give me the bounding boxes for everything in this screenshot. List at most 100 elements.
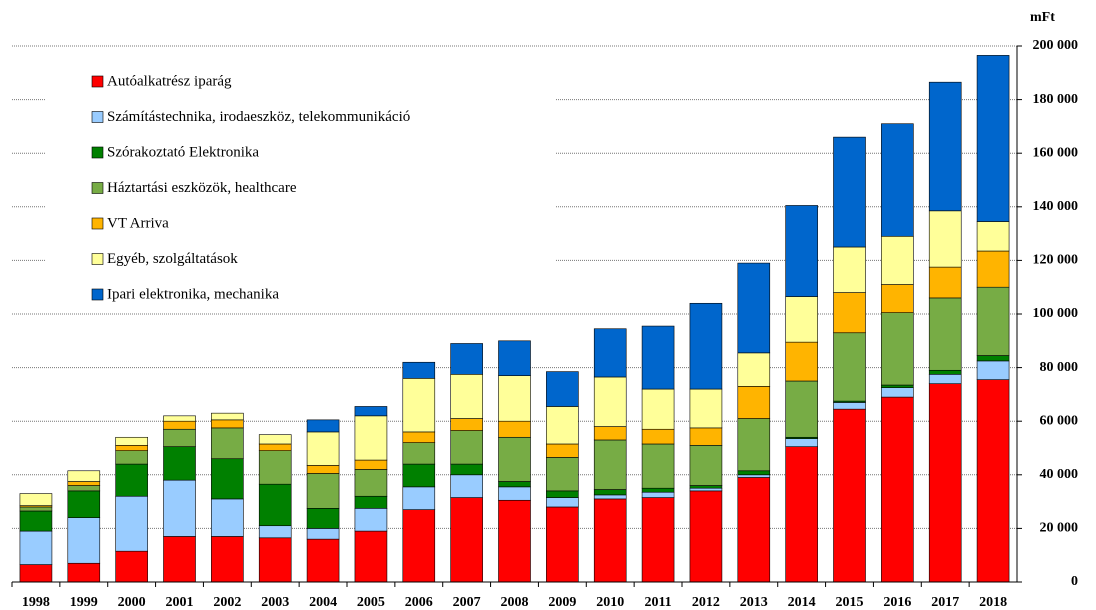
- bar-segment: [163, 536, 196, 583]
- y-tick-label: 40 000: [1040, 467, 1079, 482]
- bar-segment: [67, 562, 101, 583]
- bar-segment: [115, 450, 148, 465]
- y-tick-label: 160 000: [1033, 145, 1079, 160]
- x-tick-label: 2018: [979, 595, 1007, 610]
- bar-segment: [689, 485, 723, 489]
- y-tick-label: 0: [1071, 574, 1078, 589]
- y-tick-label: 180 000: [1033, 92, 1079, 107]
- bar-segment: [593, 489, 627, 496]
- bar-segment: [881, 284, 914, 313]
- bar-segment: [689, 445, 723, 486]
- bar-segment: [593, 439, 627, 490]
- bar-segment: [976, 55, 1010, 222]
- bar-segment: [19, 510, 53, 532]
- bar-segment: [498, 420, 531, 438]
- bar-segment: [546, 497, 579, 508]
- bar-segment: [19, 506, 53, 512]
- legend-swatch: [91, 111, 104, 123]
- x-tick-label: 2004: [309, 595, 337, 610]
- bar-segment: [67, 481, 101, 486]
- x-tick-label: 2013: [740, 595, 768, 610]
- bar-segment: [546, 371, 579, 407]
- bar-segment: [737, 418, 771, 472]
- bar-segment: [546, 443, 579, 458]
- bar-segment: [402, 509, 436, 583]
- legend-swatch: [91, 288, 104, 301]
- bar-segment: [450, 343, 483, 375]
- legend-swatch: [91, 146, 104, 159]
- bar-segment: [928, 266, 962, 299]
- bar-segment: [928, 81, 962, 212]
- legend-swatch: [91, 253, 104, 265]
- legend-label: Szórakoztató Elektronika: [107, 144, 259, 160]
- bar-segment: [641, 443, 675, 489]
- bar-segment: [354, 495, 388, 509]
- bar-segment: [163, 415, 196, 422]
- y-tick-label: 120 000: [1033, 253, 1079, 268]
- x-tick-label: 2012: [692, 595, 720, 610]
- bar-segment: [785, 341, 818, 382]
- bar-segment: [211, 412, 244, 421]
- bar-segment: [593, 494, 627, 500]
- x-tick-label: 1999: [70, 595, 98, 610]
- bar-segment: [689, 427, 723, 446]
- x-tick-label: 2011: [644, 595, 671, 610]
- bar-segment: [546, 457, 579, 492]
- bar-segment: [402, 463, 436, 488]
- bar-segment: [785, 446, 818, 583]
- bar-segment: [163, 420, 196, 430]
- bar-segment: [976, 221, 1010, 252]
- bar-segment: [833, 408, 866, 583]
- bar-segment: [306, 528, 340, 540]
- y-tick-label: 60 000: [1040, 413, 1079, 428]
- bar-segment: [306, 538, 340, 583]
- bar-segment: [976, 250, 1010, 288]
- bar-segment: [881, 396, 914, 583]
- bar-segment: [641, 491, 675, 498]
- bar-segment: [306, 465, 340, 474]
- bar-segment: [546, 506, 579, 583]
- bar-segment: [306, 419, 340, 433]
- x-tick-label: 2005: [357, 595, 385, 610]
- legend-swatch: [91, 182, 104, 194]
- y-tick-label: 100 000: [1033, 306, 1079, 321]
- bar-segment: [928, 373, 962, 384]
- bar-segment: [306, 507, 340, 529]
- bar-segment: [641, 428, 675, 445]
- bar-segment: [689, 388, 723, 429]
- bar-segment: [833, 136, 866, 248]
- bar-segment: [211, 419, 244, 429]
- x-tick-label: 2003: [261, 595, 289, 610]
- bar-segment: [306, 431, 340, 466]
- bar-segment: [593, 426, 627, 441]
- legend-label: VT Arriva: [107, 215, 169, 231]
- bar-segment: [163, 428, 196, 447]
- bar-segment: [881, 387, 914, 398]
- x-tick-label: 1998: [22, 595, 50, 610]
- bar-segment: [19, 493, 53, 506]
- bar-segment: [641, 497, 675, 583]
- bar-segment: [498, 486, 531, 501]
- bar-segment: [19, 530, 53, 565]
- bar-segment: [641, 325, 675, 390]
- bar-segment: [19, 564, 53, 583]
- legend-label: Háztartási eszközök, healthcare: [107, 180, 297, 196]
- bar-segment: [402, 431, 436, 443]
- bar-segment: [737, 474, 771, 478]
- x-tick-label: 2010: [596, 595, 624, 610]
- bar-segment: [450, 430, 483, 465]
- bar-segment: [641, 487, 675, 493]
- x-tick-label: 2000: [118, 595, 146, 610]
- bar-segment: [737, 470, 771, 476]
- bar-segment: [402, 442, 436, 465]
- bar-segment: [546, 406, 579, 445]
- bar-segment: [881, 312, 914, 386]
- bar-segment: [593, 328, 627, 378]
- bar-segment: [689, 487, 723, 492]
- bar-segment: [976, 355, 1010, 362]
- legend-label: Autóalkatrész iparág: [107, 73, 232, 89]
- y-tick-label: 20 000: [1040, 521, 1079, 536]
- bar-segment: [593, 376, 627, 427]
- bar-segment: [115, 436, 148, 446]
